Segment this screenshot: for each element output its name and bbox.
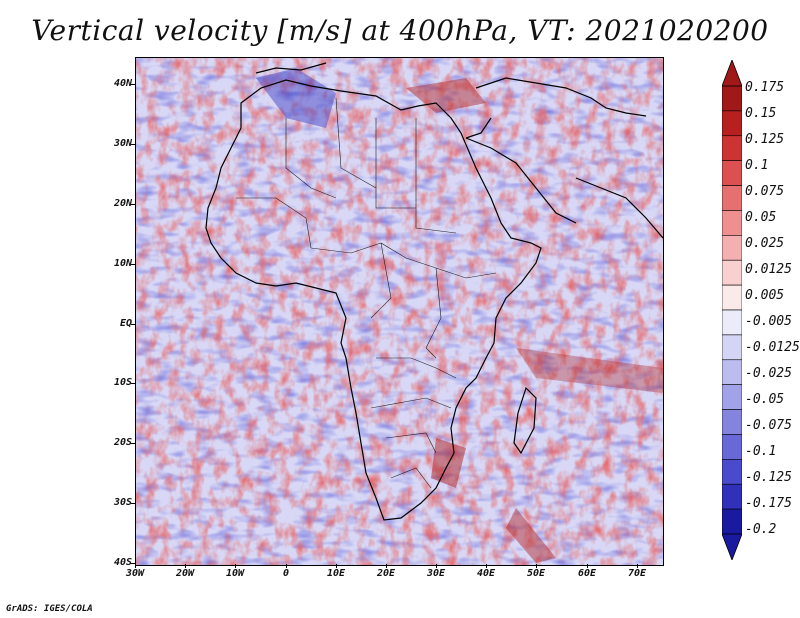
colorbar-segment [722,359,742,385]
colorbar-segment [722,185,742,211]
lon-label-40e: 40E [476,568,496,579]
colorbar-segment [722,110,742,137]
lon-tick [386,564,387,568]
lon-tick [135,564,136,568]
colorbar-label: -0.025 [745,366,792,381]
colorbar-label: 0.05 [745,210,777,225]
lat-label-eq: EQ [119,318,132,329]
lon-label-60e: 60E [577,568,597,579]
lon-tick [486,564,487,568]
lat-label-10n: 10N [113,258,132,269]
colorbar-segment [722,135,742,161]
colorbar-label: -0.2 [745,522,777,537]
coastlines [205,62,663,521]
lat-tick [131,383,135,384]
colorbar-label: -0.0125 [745,340,800,355]
colorbar-segment [722,259,742,286]
colorbar-segment [722,459,742,485]
lon-tick [336,564,337,568]
lat-label-40n: 40N [113,78,132,89]
lat-label-10s: 10S [113,377,132,388]
lat-tick [131,144,135,145]
lon-label-20e: 20E [376,568,396,579]
lat-tick [131,563,135,564]
colorbar-segment [722,434,742,460]
lat-label-20n: 20N [113,198,132,209]
lon-label-30e: 30E [426,568,446,579]
lon-label-50e: 50E [526,568,546,579]
lat-tick [131,84,135,85]
colorbar-label: 0.025 [745,236,785,251]
colorbar-segment [722,508,742,535]
lat-label-40s: 40S [113,557,132,568]
footer-credit: GrADS: IGES/COLA [6,604,93,614]
lon-label-10w: 10W [225,568,245,579]
colorbar-segment [722,85,742,112]
colorbar-label: 0.0125 [745,262,792,277]
colorbar-segment [722,284,742,311]
lon-label-0: 0 [282,568,290,579]
lon-tick [536,564,537,568]
lon-tick [286,564,287,568]
colorbar-segment [722,384,742,410]
colorbar-label: -0.005 [745,314,792,329]
colorbar-segment [722,409,742,435]
colorbar-segment [722,160,742,186]
colorbar-label: -0.125 [745,470,792,485]
lat-tick [131,204,135,205]
colorbar-segment [722,210,742,236]
colorbar-label: -0.175 [745,496,792,511]
lat-tick [131,264,135,265]
colorbar-label: 0.175 [745,80,785,95]
lon-label-20w: 20W [175,568,195,579]
colorbar-label: 0.125 [745,132,785,147]
ascent-band-indian-ocean [516,348,663,393]
colorbar-label: 0.1 [745,158,769,173]
lon-tick [587,564,588,568]
field-ascent-pattern [136,58,663,565]
lon-tick [436,564,437,568]
colorbar-segment [722,483,742,510]
colorbar-label: -0.075 [745,418,792,433]
lat-tick [131,324,135,325]
colorbar-label: 0.075 [745,184,785,199]
chart-title: Vertical velocity [m/s] at 400hPa, VT: 2… [31,14,769,47]
colorbar [722,60,742,560]
lat-tick [131,443,135,444]
country-borders [236,97,497,489]
lon-label-10e: 10E [326,568,346,579]
colorbar-label: 0.005 [745,288,785,303]
map-plot-area [135,57,664,566]
colorbar-label: -0.1 [745,444,777,459]
colorbar-segment [722,235,742,261]
lon-tick [235,564,236,568]
colorbar-label: -0.05 [745,392,785,407]
lon-label-30w: 30W [125,568,145,579]
colorbar-label: 0.15 [745,106,777,121]
colorbar-bottom-arrow [722,533,742,560]
colorbar-segment [722,309,742,336]
lon-tick [637,564,638,568]
strong-ascent-region-southeast [506,508,556,563]
colorbar-segment [722,334,742,361]
lat-tick [131,503,135,504]
lon-tick [185,564,186,568]
lat-label-30n: 30N [113,138,132,149]
lat-label-20s: 20S [113,437,132,448]
map-field-svg [136,58,663,565]
colorbar-top-arrow [722,60,742,87]
lon-label-70e: 70E [627,568,647,579]
lat-label-30s: 30S [113,497,132,508]
